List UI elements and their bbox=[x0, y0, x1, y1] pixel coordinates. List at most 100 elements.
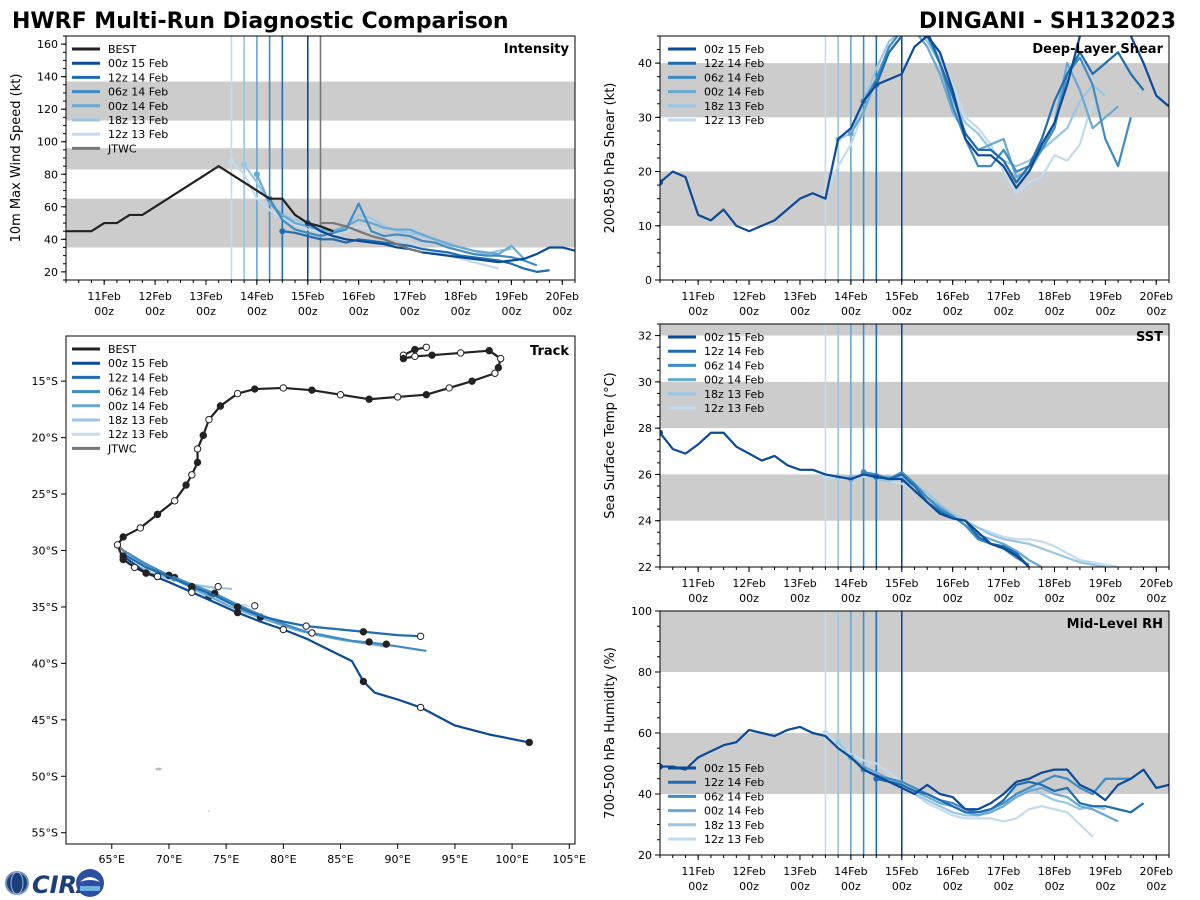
best-track-marker bbox=[422, 343, 431, 351]
x-tick-day: 16Feb bbox=[936, 865, 969, 878]
x-tick-day: 16Feb bbox=[936, 577, 969, 590]
x-tick-day: 13Feb bbox=[783, 577, 816, 590]
x-tick-hour: 00z bbox=[145, 305, 165, 318]
x-tick-hour: 00z bbox=[994, 880, 1014, 893]
x-tick-label: 70°E bbox=[156, 853, 182, 866]
x-tick-hour: 00z bbox=[994, 305, 1014, 318]
x-tick-hour: 00z bbox=[739, 592, 759, 605]
series-start-point bbox=[279, 228, 286, 235]
x-tick-hour: 00z bbox=[1146, 880, 1166, 893]
x-tick-label: 90°E bbox=[384, 853, 410, 866]
legend-label: 12z 13 Feb bbox=[108, 428, 168, 441]
best-track-marker bbox=[394, 393, 402, 401]
x-tick-day: 13Feb bbox=[189, 290, 222, 303]
y-tick-label: 80 bbox=[638, 666, 652, 679]
legend-label: 12z 13 Feb bbox=[108, 128, 168, 141]
series-line bbox=[824, 732, 1094, 838]
x-tick-label: 17Feb 00z bbox=[987, 577, 1020, 605]
panel-title: Track bbox=[530, 344, 569, 359]
x-tick-day: 11Feb bbox=[681, 577, 714, 590]
y-tick-label: 45°S bbox=[32, 714, 58, 727]
series-start-point bbox=[822, 730, 829, 736]
legend-label: 06z 14 Feb bbox=[108, 86, 168, 99]
best-track-marker bbox=[456, 349, 465, 357]
x-tick-day: 16Feb bbox=[936, 290, 969, 303]
y-tick-label: 40 bbox=[44, 233, 58, 246]
y-tick-label: 160 bbox=[37, 38, 58, 51]
y-axis-label: 200-850 hPa Shear (kt) bbox=[603, 83, 618, 234]
x-tick-label: 12Feb 00z bbox=[732, 290, 765, 318]
legend-label: 12z 13 Feb bbox=[704, 114, 764, 127]
forecast-track-line bbox=[122, 552, 421, 638]
forecast-track-line bbox=[122, 549, 387, 648]
x-tick-hour: 00z bbox=[94, 305, 114, 318]
x-tick-label: 18Feb 00z bbox=[444, 290, 477, 318]
x-tick-hour: 00z bbox=[1045, 880, 1065, 893]
x-tick-hour: 00z bbox=[943, 305, 963, 318]
x-tick-label: 16Feb 00z bbox=[936, 865, 969, 893]
x-tick-label: 13Feb 00z bbox=[189, 290, 222, 318]
x-tick-label: 11Feb 00z bbox=[681, 865, 714, 893]
legend-label: 00z 14 Feb bbox=[108, 100, 168, 113]
legend-label: 00z 15 Feb bbox=[704, 43, 764, 56]
x-tick-label: 12Feb 00z bbox=[732, 577, 765, 605]
y-tick-label: 32 bbox=[638, 330, 652, 343]
legend-label: 00z 15 Feb bbox=[108, 357, 168, 370]
y-tick-label: 25°S bbox=[32, 488, 58, 501]
jtwc-forecast-line bbox=[320, 221, 423, 254]
x-tick-day: 14Feb bbox=[240, 290, 273, 303]
forecast-track-line bbox=[122, 555, 530, 744]
legend-label: 06z 14 Feb bbox=[704, 790, 764, 803]
series-line bbox=[660, 725, 1169, 811]
x-tick-label: 14Feb 00z bbox=[834, 865, 867, 893]
legend-label: 00z 15 Feb bbox=[704, 762, 764, 775]
y-axis-label: 700-500 hPa Humidity (%) bbox=[603, 647, 618, 819]
legend-label: 18z 13 Feb bbox=[108, 414, 168, 427]
best-track-marker bbox=[399, 354, 408, 363]
best-track-marker bbox=[336, 391, 345, 399]
best-track-marker bbox=[491, 369, 499, 377]
track-panel: 65°E 70°E 75°E 80°E 85°E 90°E 95°E 100°E 105°E 15… bbox=[32, 335, 586, 866]
legend-label: 12z 14 Feb bbox=[108, 71, 168, 84]
legend-label: BEST bbox=[108, 43, 136, 56]
y-tick-label: 26 bbox=[638, 468, 652, 481]
forecast-position-marker bbox=[214, 582, 222, 591]
x-tick-day: 14Feb bbox=[834, 290, 867, 303]
y-tick-label: 22 bbox=[638, 561, 652, 574]
x-tick-day: 15Feb bbox=[885, 865, 918, 878]
forecast-position-marker bbox=[279, 625, 288, 634]
x-tick-hour: 00z bbox=[1146, 305, 1166, 318]
best-track-marker bbox=[205, 415, 213, 424]
x-tick-day: 18Feb bbox=[1038, 290, 1071, 303]
best-track-line bbox=[116, 346, 502, 578]
y-tick-label: 80 bbox=[44, 168, 58, 181]
best-track-marker bbox=[485, 346, 493, 355]
threshold-band bbox=[660, 324, 1169, 336]
forecast-position-marker bbox=[525, 738, 533, 747]
y-tick-label: 20 bbox=[44, 266, 58, 279]
shear-panel: 0 10 20 30 40 11Feb 00z 12Feb 00z 13Feb 00z 14Feb 00… bbox=[603, 35, 1173, 318]
series-start-point bbox=[241, 161, 248, 168]
legend-label: 12z 14 Feb bbox=[108, 371, 168, 384]
x-tick-label: 17Feb 00z bbox=[987, 290, 1020, 318]
threshold-band bbox=[660, 63, 1169, 118]
x-tick-day: 18Feb bbox=[1038, 865, 1071, 878]
map-area bbox=[113, 343, 533, 813]
series-line bbox=[307, 222, 575, 264]
x-tick-label: 17Feb 00z bbox=[393, 290, 426, 318]
best-track-marker bbox=[494, 363, 503, 372]
x-tick-hour: 00z bbox=[994, 592, 1014, 605]
x-tick-hour: 00z bbox=[739, 305, 759, 318]
threshold-band bbox=[660, 611, 1169, 672]
best-track-marker bbox=[428, 351, 436, 359]
figure-title: HWRF Multi-Run Diagnostic Comparison bbox=[12, 9, 509, 34]
x-tick-day: 12Feb bbox=[732, 865, 765, 878]
plot-area bbox=[66, 36, 575, 280]
x-tick-day: 20Feb bbox=[1140, 577, 1173, 590]
best-track-marker bbox=[422, 391, 431, 399]
best-track-marker bbox=[411, 352, 419, 361]
y-tick-label: 28 bbox=[638, 422, 652, 435]
legend-label: 12z 14 Feb bbox=[704, 57, 764, 70]
